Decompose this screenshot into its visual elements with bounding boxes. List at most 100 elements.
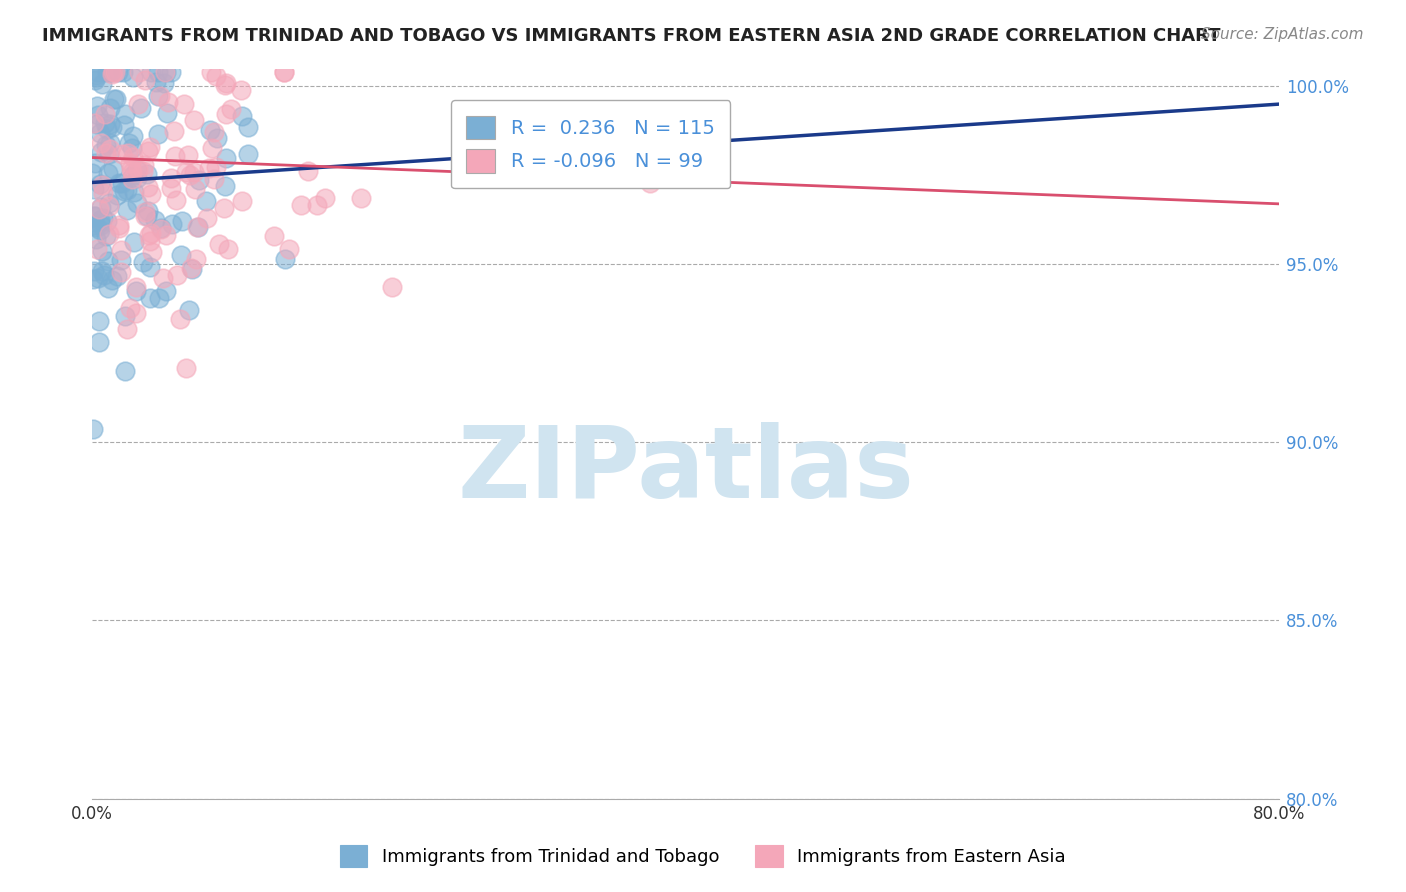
- Point: [149, 220, 172, 235]
- Point: [96, 281, 118, 295]
- Point: [139, 65, 162, 79]
- Point: [156, 106, 179, 120]
- Point: [107, 65, 129, 79]
- Point: [84, 220, 107, 235]
- Point: [84, 155, 107, 169]
- Point: [89, 126, 111, 140]
- Point: [127, 97, 149, 112]
- Point: [188, 173, 211, 187]
- Point: [121, 165, 143, 179]
- Point: [184, 252, 207, 267]
- Point: [110, 253, 132, 268]
- Point: [90, 145, 112, 160]
- Point: [125, 163, 148, 178]
- Point: [204, 172, 226, 186]
- Point: [149, 89, 172, 103]
- Point: [108, 221, 131, 235]
- Point: [160, 170, 183, 185]
- Point: [121, 141, 143, 155]
- Point: [201, 141, 224, 155]
- Point: [134, 205, 156, 219]
- Point: [87, 107, 110, 121]
- Point: [97, 65, 120, 79]
- Point: [120, 162, 142, 177]
- Point: [94, 145, 117, 160]
- Point: [136, 209, 159, 223]
- Point: [98, 102, 121, 116]
- Point: [186, 219, 208, 234]
- Point: [638, 176, 661, 190]
- Point: [200, 123, 222, 137]
- Point: [139, 260, 162, 274]
- Text: ZIPatlas: ZIPatlas: [457, 422, 914, 518]
- Point: [132, 163, 155, 178]
- Point: [177, 147, 200, 161]
- Point: [174, 360, 197, 375]
- Point: [84, 68, 107, 82]
- Point: [146, 89, 169, 103]
- Point: [263, 228, 285, 243]
- Point: [217, 243, 239, 257]
- Point: [194, 194, 217, 208]
- Point: [273, 65, 295, 79]
- Point: [115, 322, 138, 336]
- Point: [174, 165, 197, 179]
- Point: [146, 128, 169, 142]
- Point: [83, 209, 105, 223]
- Point: [105, 187, 128, 202]
- Point: [273, 65, 295, 79]
- Point: [160, 180, 183, 194]
- Point: [112, 184, 135, 198]
- Text: Source: ZipAtlas.com: Source: ZipAtlas.com: [1201, 27, 1364, 42]
- Point: [132, 254, 155, 268]
- Point: [90, 218, 112, 232]
- Point: [121, 150, 143, 164]
- Legend: Immigrants from Trinidad and Tobago, Immigrants from Eastern Asia: Immigrants from Trinidad and Tobago, Imm…: [333, 838, 1073, 874]
- Point: [86, 243, 108, 257]
- Point: [160, 217, 183, 231]
- Point: [197, 161, 219, 175]
- Point: [205, 131, 228, 145]
- Point: [94, 107, 117, 121]
- Point: [127, 170, 149, 185]
- Point: [82, 422, 104, 436]
- Point: [165, 149, 187, 163]
- Point: [143, 213, 166, 227]
- Point: [522, 117, 544, 131]
- Point: [148, 291, 170, 305]
- Point: [277, 242, 299, 256]
- Point: [139, 140, 162, 154]
- Point: [111, 65, 134, 79]
- Point: [214, 78, 236, 92]
- Point: [212, 201, 235, 215]
- Point: [208, 237, 231, 252]
- Point: [101, 273, 124, 287]
- Point: [117, 183, 139, 197]
- Point: [94, 229, 117, 244]
- Point: [183, 113, 205, 128]
- Point: [125, 306, 148, 320]
- Point: [305, 198, 328, 212]
- Point: [91, 211, 114, 226]
- Point: [214, 76, 236, 90]
- Point: [183, 182, 205, 196]
- Point: [183, 165, 205, 179]
- Point: [98, 227, 121, 241]
- Point: [103, 92, 125, 106]
- Point: [90, 136, 112, 151]
- Point: [83, 218, 105, 232]
- Point: [128, 65, 150, 79]
- Point: [93, 268, 115, 282]
- Point: [145, 75, 167, 89]
- Point: [105, 268, 128, 283]
- Point: [98, 142, 121, 156]
- Point: [101, 65, 124, 79]
- Point: [98, 136, 121, 150]
- Point: [84, 70, 107, 85]
- Point: [98, 117, 121, 131]
- Point: [215, 151, 238, 165]
- Point: [114, 310, 136, 324]
- Point: [94, 116, 117, 130]
- Point: [96, 65, 118, 79]
- Point: [86, 117, 108, 131]
